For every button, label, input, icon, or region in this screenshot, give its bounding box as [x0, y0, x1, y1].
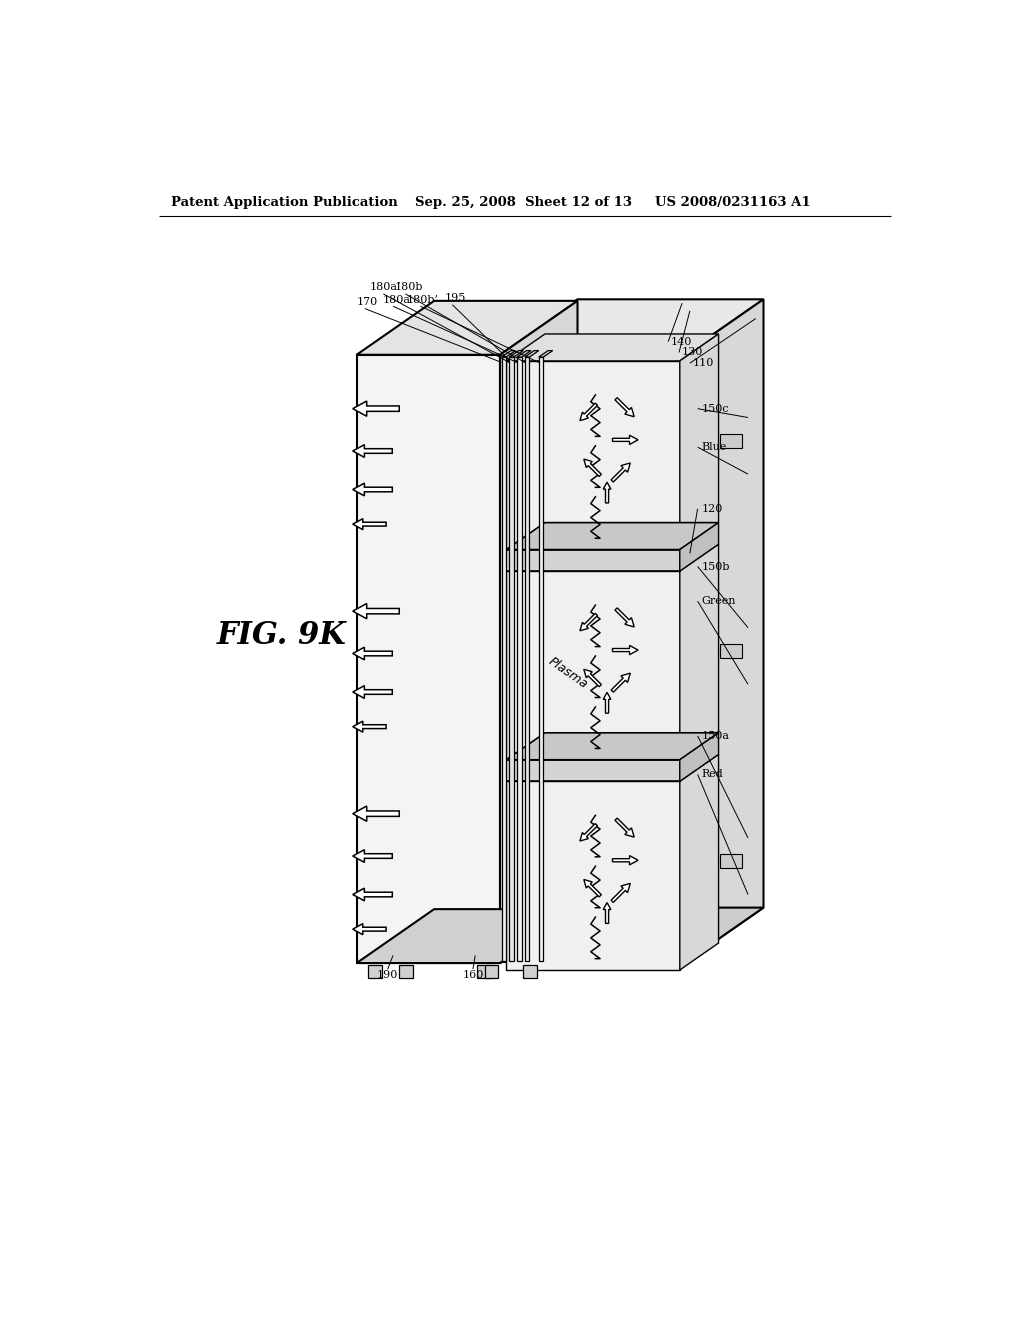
Text: US 2008/0231163 A1: US 2008/0231163 A1	[655, 195, 811, 209]
Text: 130: 130	[681, 347, 702, 358]
Polygon shape	[720, 644, 741, 659]
Text: FIG. 9K: FIG. 9K	[217, 620, 347, 651]
Polygon shape	[524, 358, 529, 961]
Polygon shape	[352, 924, 386, 935]
Polygon shape	[603, 693, 611, 713]
Text: Green: Green	[701, 597, 736, 606]
Polygon shape	[352, 888, 392, 900]
Polygon shape	[580, 403, 597, 421]
Text: 195: 195	[444, 293, 466, 304]
Text: 140: 140	[671, 337, 692, 347]
Text: 150a: 150a	[701, 731, 729, 741]
Polygon shape	[506, 544, 719, 572]
Text: 160: 160	[462, 970, 483, 979]
Polygon shape	[509, 358, 514, 961]
Polygon shape	[352, 850, 392, 862]
Polygon shape	[580, 614, 597, 631]
Polygon shape	[352, 483, 392, 496]
Polygon shape	[352, 647, 392, 660]
Polygon shape	[506, 360, 680, 549]
Text: Blue: Blue	[701, 442, 727, 453]
Text: Patent Application Publication: Patent Application Publication	[171, 195, 397, 209]
Polygon shape	[523, 965, 538, 978]
Text: 150c: 150c	[701, 404, 729, 413]
Polygon shape	[477, 965, 490, 978]
Polygon shape	[484, 965, 499, 978]
Polygon shape	[356, 355, 500, 964]
Text: 180b: 180b	[394, 282, 423, 293]
Polygon shape	[612, 855, 638, 865]
Polygon shape	[680, 523, 719, 572]
Polygon shape	[539, 351, 553, 358]
Polygon shape	[615, 397, 634, 417]
Polygon shape	[584, 459, 601, 477]
Polygon shape	[539, 358, 544, 961]
Polygon shape	[506, 549, 680, 572]
Polygon shape	[680, 733, 719, 781]
Text: 180a’: 180a’	[370, 282, 401, 293]
Text: Sep. 25, 2008  Sheet 12 of 13: Sep. 25, 2008 Sheet 12 of 13	[415, 195, 632, 209]
Text: Red: Red	[701, 770, 723, 779]
Polygon shape	[517, 351, 531, 358]
Text: Plasma: Plasma	[546, 655, 591, 692]
Polygon shape	[517, 358, 521, 961]
Polygon shape	[506, 733, 719, 760]
Polygon shape	[356, 909, 578, 964]
Polygon shape	[506, 523, 719, 549]
Polygon shape	[352, 685, 392, 698]
Polygon shape	[500, 301, 578, 964]
Polygon shape	[356, 301, 578, 355]
Polygon shape	[369, 965, 382, 978]
Polygon shape	[500, 354, 686, 961]
Polygon shape	[612, 645, 638, 655]
Polygon shape	[615, 818, 634, 837]
Polygon shape	[500, 300, 764, 354]
Polygon shape	[603, 482, 611, 503]
Text: 120: 120	[701, 504, 723, 513]
Polygon shape	[584, 879, 601, 896]
Polygon shape	[506, 572, 680, 760]
Text: 180b’: 180b’	[407, 294, 439, 305]
Polygon shape	[686, 300, 764, 961]
Polygon shape	[500, 908, 764, 961]
Polygon shape	[352, 519, 386, 529]
Polygon shape	[502, 351, 515, 358]
Polygon shape	[524, 351, 539, 358]
Polygon shape	[352, 721, 386, 733]
Polygon shape	[720, 434, 741, 447]
Text: 180a: 180a	[382, 294, 411, 305]
Text: 190: 190	[377, 970, 398, 979]
Polygon shape	[603, 903, 611, 924]
Polygon shape	[612, 436, 638, 445]
Polygon shape	[611, 673, 631, 692]
Polygon shape	[352, 807, 399, 821]
Polygon shape	[506, 760, 680, 781]
Polygon shape	[680, 755, 719, 970]
Text: 170: 170	[356, 297, 378, 308]
Polygon shape	[611, 883, 631, 903]
Polygon shape	[506, 755, 719, 781]
Polygon shape	[509, 351, 523, 358]
Polygon shape	[506, 334, 719, 360]
Polygon shape	[584, 669, 601, 686]
Text: 150b: 150b	[701, 561, 730, 572]
Polygon shape	[352, 445, 392, 457]
Polygon shape	[720, 854, 741, 869]
Polygon shape	[580, 824, 597, 841]
Polygon shape	[352, 603, 399, 619]
Polygon shape	[611, 463, 631, 482]
Polygon shape	[615, 609, 634, 627]
Polygon shape	[399, 965, 414, 978]
Polygon shape	[680, 334, 719, 549]
Polygon shape	[506, 781, 680, 970]
Text: 110: 110	[692, 358, 714, 368]
Polygon shape	[680, 544, 719, 760]
Polygon shape	[352, 401, 399, 416]
Polygon shape	[502, 358, 506, 961]
